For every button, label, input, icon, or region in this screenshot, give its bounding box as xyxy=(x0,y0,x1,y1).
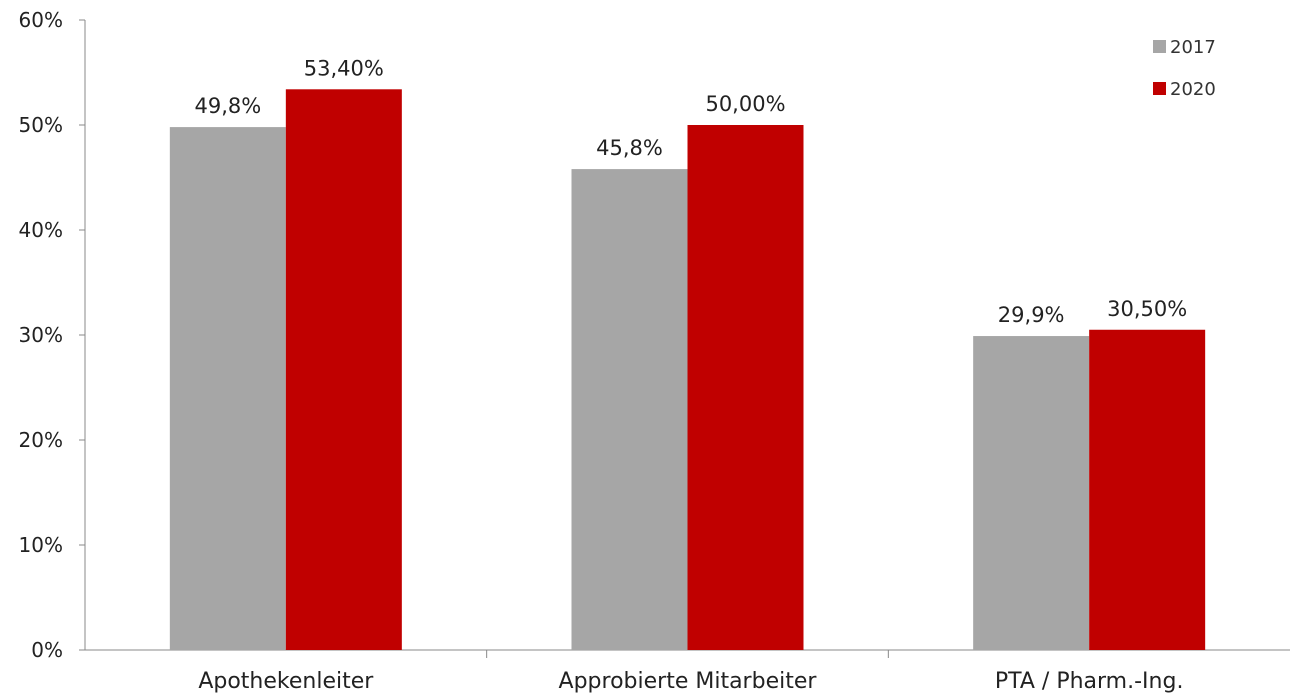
data-label: 45,8% xyxy=(596,136,663,160)
data-label: 53,40% xyxy=(304,56,384,80)
category-label: Approbierte Mitarbeiter xyxy=(559,669,818,694)
legend: 2017 2020 xyxy=(1153,37,1216,100)
bar-2020-1 xyxy=(687,125,804,650)
legend-swatch-2017 xyxy=(1153,40,1166,53)
y-tick-label: 40% xyxy=(19,218,63,242)
legend-label-2017: 2017 xyxy=(1170,37,1216,58)
legend-label-2020: 2020 xyxy=(1170,79,1216,100)
data-label: 50,00% xyxy=(705,92,785,116)
legend-swatch-2020 xyxy=(1153,82,1166,95)
axes: 0% 10% 20% 30% 40% 50% 60% Apothekenleiter Appro… xyxy=(19,8,1290,694)
y-tick-label: 60% xyxy=(19,8,63,32)
category-label: PTA / Pharm.-Ing. xyxy=(995,669,1184,694)
bar-2020-2 xyxy=(1089,329,1206,650)
data-label: 49,8% xyxy=(194,94,261,118)
data-label: 30,50% xyxy=(1107,297,1187,321)
bar-2017-1 xyxy=(571,169,688,650)
y-tick-label: 10% xyxy=(19,533,63,557)
category-label: Apothekenleiter xyxy=(198,669,374,694)
y-tick-label: 30% xyxy=(19,323,63,347)
y-tick-label: 50% xyxy=(19,113,63,137)
bars: 49,8% 53,40% 45,8% 50,00% 29,9% 30,50% xyxy=(169,56,1206,651)
bar-2017-0 xyxy=(169,127,286,651)
data-label: 29,9% xyxy=(998,303,1065,327)
bar-2017-2 xyxy=(973,336,1090,650)
y-tick-label: 0% xyxy=(31,638,63,662)
bar-2020-0 xyxy=(285,89,402,651)
y-tick-label: 20% xyxy=(19,428,63,452)
